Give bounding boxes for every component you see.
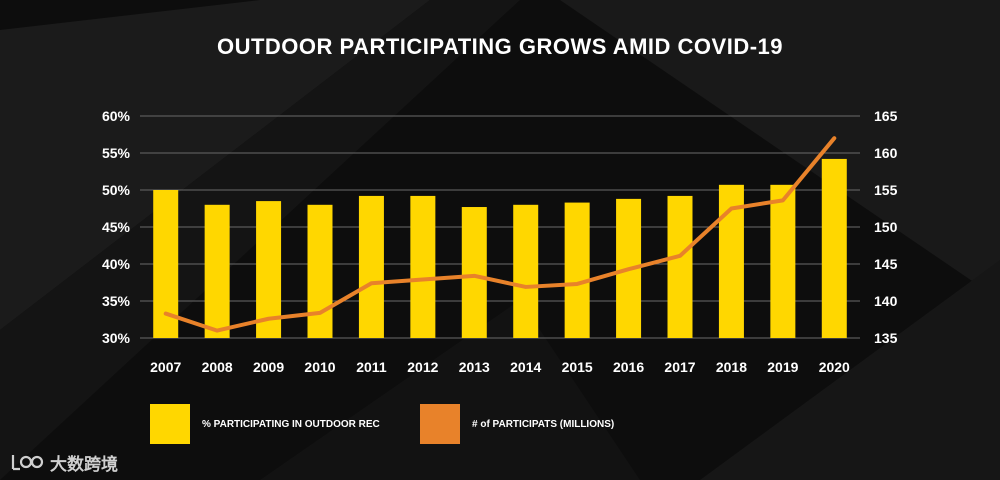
watermark: 大数跨境: [10, 450, 118, 474]
x-tick-label: 2007: [150, 359, 181, 375]
legend-swatch-bars: [150, 404, 190, 444]
y-right-tick-label: 135: [874, 330, 898, 346]
bar: [358, 195, 384, 338]
legend-item-bars: % PARTICIPATING IN OUTDOOR REC: [150, 404, 380, 444]
bar: [307, 204, 333, 338]
x-tick-label: 2008: [202, 359, 233, 375]
bar: [513, 204, 539, 338]
x-tick-label: 2017: [664, 359, 695, 375]
y-left-tick-label: 50%: [102, 182, 131, 198]
x-tick-label: 2011: [356, 359, 387, 375]
x-tick-label: 2015: [562, 359, 593, 375]
watermark-text: 大数跨境: [50, 454, 118, 474]
legend-swatch-line: [420, 404, 460, 444]
y-left-tick-label: 60%: [102, 108, 131, 124]
x-tick-label: 2009: [253, 359, 284, 375]
y-right-tick-label: 160: [874, 145, 898, 161]
x-axis-ticks: 2007 2008 2009 2010 2011 2012 2013 2014 2015 2016…: [150, 359, 850, 375]
y-left-tick-label: 30%: [102, 330, 131, 346]
y-left-tick-label: 35%: [102, 293, 131, 309]
x-tick-label: 2010: [304, 359, 335, 375]
y-right-tick-label: 155: [874, 182, 898, 198]
x-tick-label: 2020: [819, 359, 850, 375]
y-right-tick-label: 165: [874, 108, 898, 124]
bar-series: [153, 158, 847, 338]
bar: [821, 158, 847, 338]
series-line: [163, 136, 837, 333]
y-right-tick-label: 150: [874, 219, 898, 235]
y-left-tick-label: 45%: [102, 219, 131, 235]
x-tick-label: 2012: [407, 359, 438, 375]
gridlines: [140, 115, 860, 339]
bar: [770, 184, 796, 338]
bar: [667, 195, 693, 338]
logo-icon: [11, 455, 44, 471]
line-series: [163, 136, 837, 333]
y-left-tick-label: 40%: [102, 256, 131, 272]
legend-label-bars: % PARTICIPATING IN OUTDOOR REC: [202, 418, 380, 430]
bar: [204, 204, 230, 338]
chart-title: OUTDOOR PARTICIPATING GROWS AMID COVID-1…: [216, 34, 784, 59]
bar: [410, 195, 436, 338]
x-tick-label: 2013: [459, 359, 490, 375]
legend-label-line: # of PARTICIPATS (MILLIONS): [472, 418, 615, 430]
legend-item-line: # of PARTICIPATS (MILLIONS): [420, 404, 614, 444]
right-axis-ticks: 135 140 145 150 155 160 165: [874, 108, 898, 346]
y-left-tick-label: 55%: [102, 145, 131, 161]
bar: [461, 207, 487, 338]
x-tick-label: 2018: [716, 359, 747, 375]
bar: [256, 201, 282, 338]
x-tick-label: 2019: [767, 359, 798, 375]
bar: [564, 202, 590, 338]
x-tick-label: 2014: [510, 359, 541, 375]
x-tick-label: 2016: [613, 359, 644, 375]
left-axis-ticks: 30% 35% 40% 45% 50% 55% 60%: [102, 108, 131, 346]
y-right-tick-label: 140: [874, 293, 898, 309]
y-right-tick-label: 145: [874, 256, 898, 272]
